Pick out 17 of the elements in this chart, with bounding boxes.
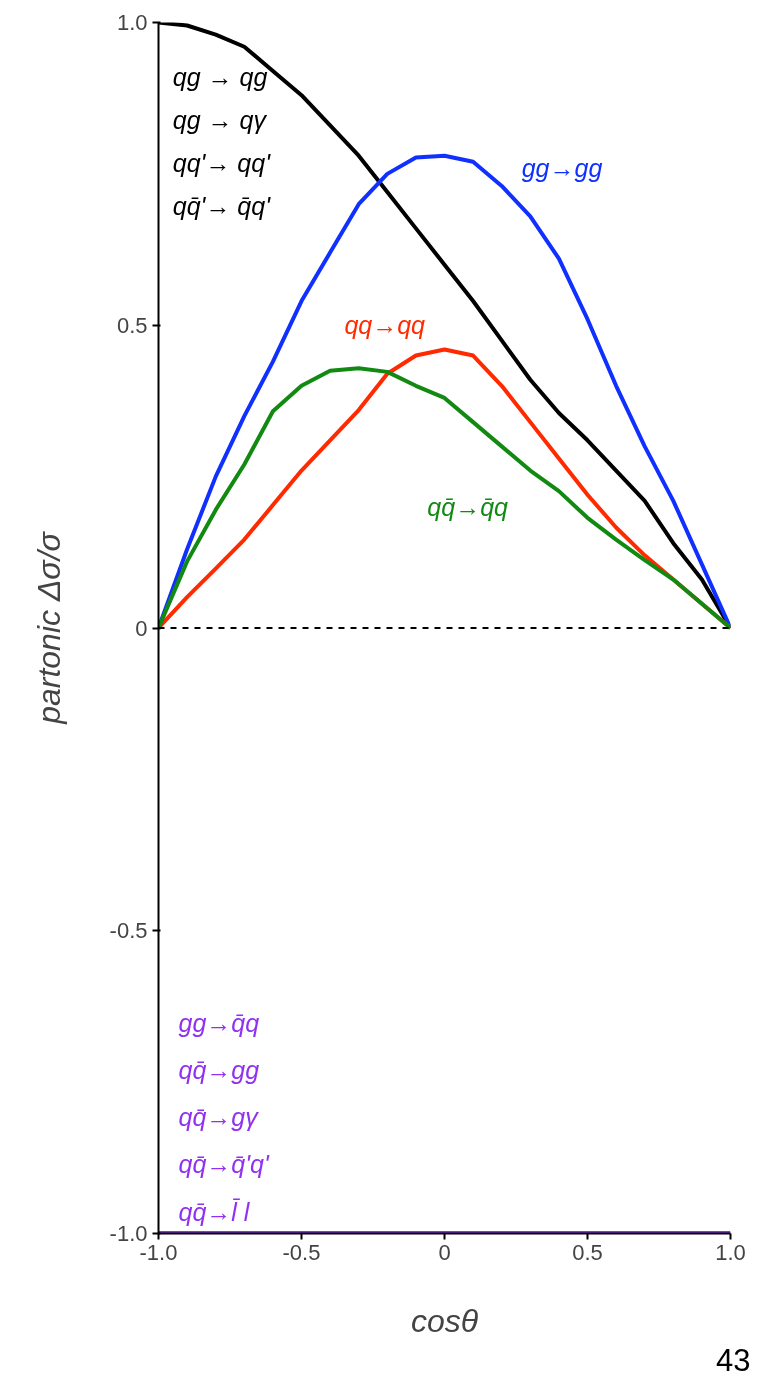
series-label: qq̄→q̄q: [427, 492, 509, 521]
series-label: qq→qq: [344, 311, 426, 340]
series-label: gg→gg: [521, 153, 603, 182]
series-label: qg → qg qg → qγ qq'→ qq' qq̄'→ q̄q': [172, 62, 272, 220]
x-tick-label: 0.5: [572, 1239, 603, 1265]
x-tick-label: 0: [438, 1239, 451, 1265]
y-tick-label: 0.5: [116, 312, 148, 338]
x-tick-label: 1.0: [715, 1239, 746, 1265]
series-label: gg→q̄q qq̄→gg qq̄→gγ qq̄→q̄'q' qq̄→l̄ l: [178, 1008, 270, 1226]
x-axis-title: cosθ: [410, 1302, 479, 1339]
y-tick-label: -1.0: [109, 1221, 148, 1246]
y-tick-label: 1.0: [116, 10, 148, 35]
x-tick-label: -0.5: [282, 1239, 321, 1265]
y-tick-label: 0: [135, 615, 148, 641]
text: 43: [716, 1342, 751, 1375]
y-axis-title: partonic Δσ/σ: [30, 530, 67, 725]
y-tick-label: -0.5: [109, 918, 148, 944]
